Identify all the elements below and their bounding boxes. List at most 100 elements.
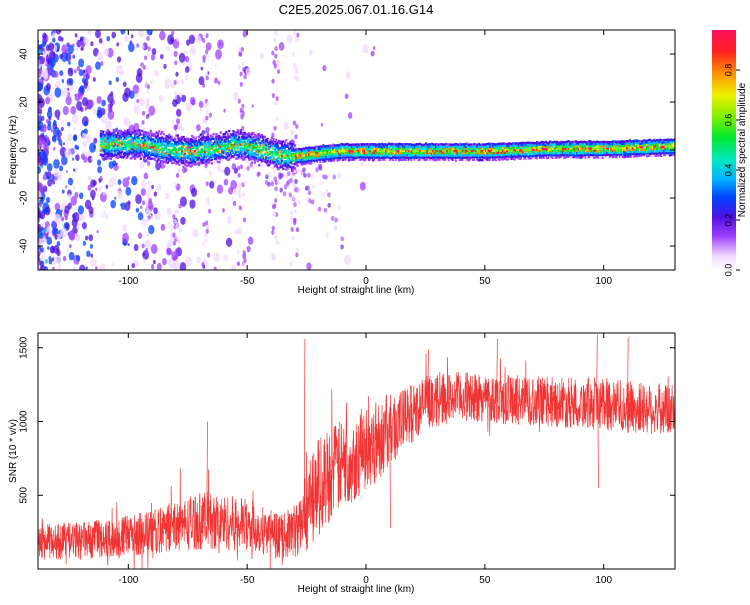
heatmap-ridge-cell <box>608 153 612 156</box>
heatmap-ridge-cell <box>399 149 402 153</box>
heatmap-ridge-cell <box>624 150 627 154</box>
heatmap-noise-cell <box>49 57 56 68</box>
heatmap-ridge-cell <box>417 145 421 149</box>
heatmap-noise-cell <box>47 124 52 131</box>
heatmap-noise-cell <box>92 108 98 116</box>
heatmap-streak-cell <box>293 30 297 36</box>
heatmap-ridge-cell <box>577 155 580 159</box>
heatmap-ridge-cell <box>260 136 264 139</box>
heatmap-ridge-cell <box>546 145 549 149</box>
heatmap-ridge-cell <box>417 153 421 157</box>
heatmap-ridge-cell <box>183 139 187 142</box>
heatmap-ridge-cell <box>543 149 546 153</box>
heatmap-ridge-cell <box>531 146 535 149</box>
heatmap-ridge-cell <box>654 147 657 151</box>
heatmap-ridge-cell <box>426 149 429 152</box>
heatmap-ridge-cell <box>306 161 309 164</box>
heatmap-ridge-cell <box>423 158 426 162</box>
heatmap-ridge-cell <box>228 158 231 161</box>
heatmap-ridge-cell <box>566 146 569 149</box>
heatmap-ridge-cell <box>192 144 195 148</box>
heatmap-ridge-cell <box>162 132 165 136</box>
heatmap-ridge-cell <box>396 156 399 160</box>
heatmap-ridge-cell <box>610 147 613 150</box>
heatmap-noise-cell <box>68 244 72 249</box>
heatmap-ridge-cell <box>473 151 476 155</box>
heatmap-ridge-cell <box>144 139 147 142</box>
heatmap-noise-cell <box>96 96 102 104</box>
heatmap-ridge-cell <box>580 151 583 155</box>
heatmap-ridge-cell <box>159 147 162 151</box>
heatmap-ridge-cell <box>584 143 587 146</box>
heatmap-ridge-cell <box>577 147 580 151</box>
heatmap-ridge-cell <box>106 154 110 158</box>
heatmap-noise-cell <box>242 30 248 38</box>
heatmap-ridge-cell <box>248 153 251 156</box>
heatmap-ridge-cell <box>627 150 630 153</box>
heatmap-ridge-cell <box>556 154 559 157</box>
heatmap-ridge-cell <box>440 150 443 153</box>
heatmap-ridge-cell <box>534 154 537 157</box>
heatmap-ridge-cell <box>226 155 229 158</box>
heatmap-ridge-cell <box>594 147 597 150</box>
heatmap-ridge-cell <box>305 146 308 150</box>
heatmap-ridge-cell <box>316 149 319 153</box>
heatmap-noise-cell <box>74 144 78 150</box>
heatmap-ridge-cell <box>534 152 537 156</box>
heatmap-streak-cell <box>146 231 150 237</box>
heatmap-ridge-cell <box>577 149 580 152</box>
heatmap-ridge-cell <box>511 157 515 160</box>
heatmap-ridge-cell <box>491 158 495 161</box>
heatmap-ridge-cell <box>486 145 489 149</box>
heatmap-ridge-cell <box>162 157 165 160</box>
heatmap-noise-cell <box>289 215 294 223</box>
heatmap-ridge-cell <box>313 150 316 153</box>
heatmap-streak-cell <box>293 217 297 223</box>
heatmap-ridge-cell <box>611 147 614 150</box>
heatmap-ridge-cell <box>520 148 523 152</box>
heatmap-ridge-cell <box>436 156 439 159</box>
heatmap-noise-cell <box>82 221 87 230</box>
heatmap-ridge-cell <box>434 155 438 159</box>
heatmap-ridge-cell <box>139 145 142 149</box>
heatmap-ridge-cell <box>245 151 248 155</box>
heatmap-ridge-cell <box>372 143 375 146</box>
heatmap-ridge-cell <box>450 156 453 160</box>
heatmap-ridge-cell <box>521 141 525 145</box>
heatmap-ridge-cell <box>185 164 188 167</box>
heatmap-ridge-cell <box>646 147 649 150</box>
heatmap-ridge-cell <box>584 151 587 154</box>
heatmap-noise-cell <box>216 184 224 194</box>
heatmap-ridge-cell <box>523 155 526 158</box>
heatmap-ridge-cell <box>211 152 214 155</box>
heatmap-ridge-cell <box>369 147 372 150</box>
heatmap-ridge-cell <box>463 147 466 151</box>
heatmap-ridge-cell <box>496 156 499 159</box>
heatmap-ridge-cell <box>637 152 640 156</box>
heatmap-noise-cell <box>166 207 172 216</box>
heatmap-noise-cell <box>223 254 229 262</box>
heatmap-ridge-cell <box>347 156 351 159</box>
heatmap-ridge-cell <box>305 154 308 157</box>
heatmap-ridge-cell <box>310 161 314 164</box>
heatmap-ridge-cell <box>430 152 433 155</box>
heatmap-noise-cell <box>90 257 97 268</box>
heatmap-noise-cell <box>231 197 234 201</box>
heatmap-ridge-cell <box>412 153 415 157</box>
heatmap-ridge-cell <box>390 148 393 151</box>
heatmap-ridge-cell <box>658 147 662 151</box>
heatmap-ridge-cell <box>104 155 107 158</box>
heatmap-ridge-cell <box>510 144 513 147</box>
heatmap-ridge-cell <box>198 135 201 138</box>
heatmap-ridge-cell <box>623 148 626 151</box>
heatmap-ridge-cell <box>256 135 259 139</box>
heatmap-ridge-cell <box>325 159 328 163</box>
heatmap-ridge-cell <box>300 151 304 155</box>
heatmap-streak-cell <box>148 186 152 192</box>
heatmap-ridge-cell <box>412 158 415 161</box>
heatmap-ridge-cell <box>509 157 512 161</box>
heatmap-noise-cell <box>93 137 98 144</box>
heatmap-streak-cell <box>173 125 178 131</box>
heatmap-ridge-cell <box>597 144 600 147</box>
heatmap-ridge-cell <box>626 146 629 150</box>
